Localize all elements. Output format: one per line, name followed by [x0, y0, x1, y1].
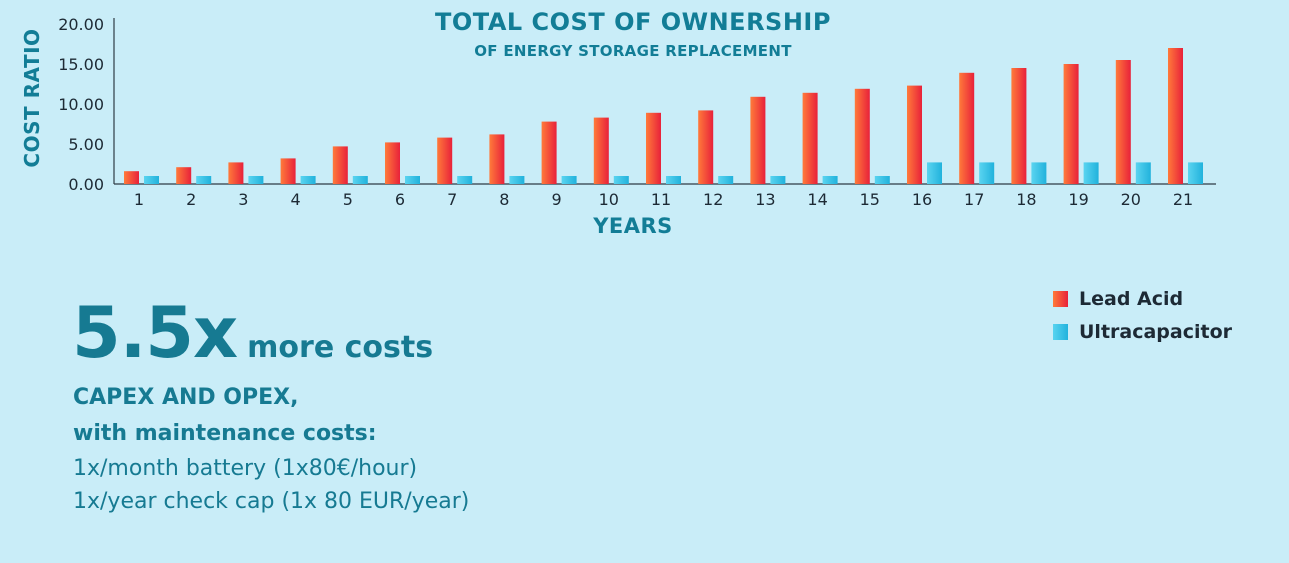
bar-ultracapacitor [927, 162, 942, 184]
bar-lead-acid [698, 110, 714, 184]
x-axis-label: YEARS [593, 214, 673, 238]
bar-lead-acid [124, 171, 139, 184]
bar-lead-acid [385, 142, 400, 184]
bar-ultracapacitor [352, 176, 368, 184]
legend: Lead Acid Ultracapacitor [1053, 282, 1232, 348]
bar-lead-acid [489, 134, 505, 184]
y-tick-label: 5.00 [68, 135, 104, 154]
bars [124, 48, 1203, 184]
bar-lead-acid [750, 96, 766, 184]
bar-ultracapacitor [979, 162, 995, 184]
legend-swatch-lead-acid [1053, 290, 1068, 307]
bar-ultracapacitor [613, 176, 629, 184]
bar-lead-acid [1115, 60, 1131, 184]
y-tick-label: 0.00 [68, 175, 104, 194]
bar-lead-acid [541, 121, 557, 184]
x-tick-label: 4 [291, 190, 301, 209]
bar-ultracapacitor [718, 176, 734, 184]
x-tick-label: 15 [860, 190, 880, 209]
x-tick-label: 1 [134, 190, 144, 209]
x-tick-label: 8 [499, 190, 509, 209]
x-tick-label: 11 [651, 190, 671, 209]
bar-lead-acid [959, 72, 975, 184]
bar-ultracapacitor [1135, 162, 1151, 184]
legend-item-ultracapacitor: Ultracapacitor [1053, 315, 1232, 348]
x-tick-label: 6 [395, 190, 405, 209]
x-tick-label: 16 [912, 190, 932, 209]
bar-lead-acid [907, 85, 922, 184]
x-tick-label: 18 [1016, 190, 1036, 209]
bar-lead-acid [1011, 68, 1027, 184]
bar-ultracapacitor [457, 176, 473, 184]
x-tick-label: 19 [1068, 190, 1088, 209]
bar-lead-acid [1063, 64, 1079, 184]
maintenance-heading: with maintenance costs: [73, 421, 377, 446]
x-tick-label: 13 [755, 190, 775, 209]
x-tick-label: 21 [1173, 190, 1193, 209]
legend-label-lead-acid: Lead Acid [1079, 287, 1184, 310]
bar-lead-acid [176, 167, 192, 184]
bar-lead-acid [1168, 48, 1183, 184]
chart-title: TOTAL COST OF OWNERSHIP [435, 8, 831, 36]
bar-ultracapacitor [561, 176, 577, 184]
bar-ultracapacitor [405, 176, 420, 184]
chart-subtitle: OF ENERGY STORAGE REPLACEMENT [474, 42, 792, 60]
bar-lead-acid [802, 92, 818, 184]
big-number-caption: more costs [247, 330, 434, 365]
x-tick-label: 17 [964, 190, 984, 209]
x-tick-label: 12 [703, 190, 723, 209]
bar-ultracapacitor [1083, 162, 1099, 184]
bar-ultracapacitor [248, 176, 264, 184]
x-tick-label: 5 [343, 190, 353, 209]
x-tick-label: 3 [238, 190, 248, 209]
detail-cap: 1x/year check cap (1x 80 EUR/year) [73, 489, 470, 514]
big-number: 5.5x [72, 292, 238, 374]
legend-item-lead-acid: Lead Acid [1053, 282, 1232, 315]
bar-ultracapacitor [509, 176, 525, 184]
bar-ultracapacitor [144, 176, 159, 184]
bar-ultracapacitor [666, 176, 681, 184]
bar-lead-acid [646, 112, 661, 184]
legend-swatch-ultracapacitor [1053, 323, 1068, 340]
legend-label-ultracapacitor: Ultracapacitor [1079, 320, 1233, 343]
x-tick-label: 7 [447, 190, 457, 209]
x-tick-label: 14 [807, 190, 827, 209]
bar-ultracapacitor [196, 176, 212, 184]
bar-ultracapacitor [300, 176, 316, 184]
bar-lead-acid [593, 117, 609, 184]
bar-lead-acid [854, 88, 870, 184]
x-tick-label: 2 [186, 190, 196, 209]
y-axis-label: COST RATIO [20, 28, 44, 168]
bar-ultracapacitor [770, 176, 786, 184]
bar-ultracapacitor [1188, 162, 1203, 184]
headline: 5.5x more costs [72, 292, 433, 374]
detail-battery: 1x/month battery (1x80€/hour) [73, 456, 418, 481]
bar-ultracapacitor [822, 176, 838, 184]
bar-ultracapacitor [874, 176, 890, 184]
x-tick-label: 10 [599, 190, 619, 209]
y-tick-label: 10.00 [58, 95, 104, 114]
bar-lead-acid [228, 162, 244, 184]
capex-heading: CAPEX AND OPEX, [73, 385, 299, 410]
bar-lead-acid [332, 146, 348, 184]
x-tick-label: 20 [1121, 190, 1141, 209]
bar-lead-acid [280, 158, 296, 184]
bar-lead-acid [437, 137, 453, 184]
bar-ultracapacitor [1031, 162, 1047, 184]
y-tick-label: 20.00 [58, 15, 104, 34]
y-tick-label: 15.00 [58, 55, 104, 74]
x-tick-label: 9 [552, 190, 562, 209]
